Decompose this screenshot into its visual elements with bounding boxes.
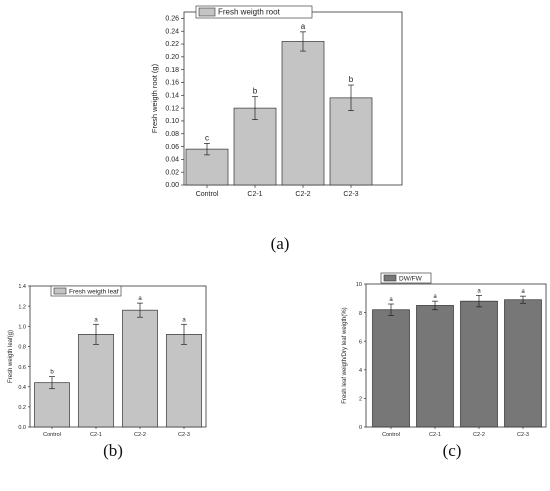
y-tick-label: 1.0 bbox=[18, 324, 26, 330]
chart-b-fresh-leaf: 0.0 0.2 0.4 0.6 0.8 1.0 1.2 1.4 Fresh weigth lea… bbox=[8, 284, 207, 438]
bar-c2-3 bbox=[329, 97, 373, 186]
significance-letter: a bbox=[94, 317, 98, 323]
bar-c2-1 bbox=[233, 107, 277, 186]
y-axis-label: Fresh weigth leaf(g) bbox=[8, 330, 14, 383]
y-tick-label: 0.4 bbox=[18, 385, 26, 391]
y-axis-label: Fresh leaf weigth/Dry leaf weigth(%) bbox=[342, 307, 348, 403]
y-tick-label: 0.24 bbox=[165, 28, 179, 35]
bar-c2-3 bbox=[504, 299, 542, 428]
x-tick-label: Control bbox=[43, 432, 61, 438]
y-tick-label: 0.02 bbox=[165, 169, 179, 176]
legend-box bbox=[50, 285, 122, 297]
significance-letter: a bbox=[182, 317, 186, 323]
x-tick-label: C2-2 bbox=[473, 432, 485, 438]
chart-a-fresh-root: 0.00 0.02 0.04 0.06 0.08 0.10 0.12 0.14 0.16 0.18… bbox=[150, 5, 403, 198]
x-tick-label: C2-2 bbox=[134, 432, 146, 438]
x-tick-label: C2-1 bbox=[90, 432, 102, 438]
x-tick-label: C2-1 bbox=[429, 432, 441, 438]
legend-swatch bbox=[383, 274, 397, 282]
legend-label: DW/FW bbox=[399, 276, 423, 283]
significance-letter: a bbox=[138, 296, 142, 302]
y-tick-label: 10 bbox=[356, 282, 362, 288]
legend-swatch bbox=[53, 287, 67, 295]
x-tick-label: C2-2 bbox=[295, 191, 310, 198]
bar-c2-1 bbox=[78, 333, 114, 428]
chart-c-dw-fw: 0 2 4 6 8 10 Fresh leaf weigth/Dry leaf weigth… bbox=[342, 272, 547, 438]
y-tick-label: 0.22 bbox=[165, 41, 179, 48]
legend-box bbox=[380, 272, 432, 284]
legend: Fresh weigth root bbox=[195, 5, 313, 19]
significance-letter: a bbox=[477, 288, 481, 294]
bar-control bbox=[34, 382, 70, 428]
y-tick-label: 0.00 bbox=[165, 182, 179, 189]
legend-label: Fresh weigth leaf bbox=[69, 289, 119, 296]
significance-letter: b bbox=[349, 75, 354, 84]
y-tick-label: 0.0 bbox=[18, 425, 26, 431]
bar-c2-1 bbox=[416, 305, 454, 428]
y-tick-label: 0.8 bbox=[18, 345, 26, 351]
y-tick-label: 0 bbox=[359, 425, 362, 431]
legend-label: Fresh weigth root bbox=[218, 8, 281, 17]
y-tick-label: 0.20 bbox=[165, 54, 179, 61]
significance-letter: b bbox=[253, 87, 258, 96]
y-tick-label: 1.4 bbox=[18, 284, 26, 290]
y-tick-label: 1.2 bbox=[18, 304, 26, 310]
significance-letter: a bbox=[521, 289, 525, 295]
panel-label-b: (b) bbox=[103, 441, 123, 460]
panel-label-c: (c) bbox=[443, 441, 462, 460]
x-tick-label: C2-3 bbox=[178, 432, 190, 438]
y-tick-label: 0.06 bbox=[165, 144, 179, 151]
y-tick-label: 2 bbox=[359, 397, 362, 403]
y-tick-label: 0.2 bbox=[18, 405, 26, 411]
bar-c2-2 bbox=[460, 300, 498, 428]
y-tick-label: 4 bbox=[359, 368, 362, 374]
significance-letter: a bbox=[433, 294, 437, 300]
significance-letter: c bbox=[205, 133, 209, 142]
y-tick-label: 0.14 bbox=[165, 92, 179, 99]
legend-box bbox=[195, 5, 313, 19]
bar-control bbox=[372, 309, 410, 428]
y-tick-label: 0.26 bbox=[165, 16, 179, 23]
y-tick-label: 0.16 bbox=[165, 80, 179, 87]
x-tick-label: C2-3 bbox=[517, 432, 529, 438]
bar-c2-2 bbox=[281, 41, 325, 186]
y-tick-label: 0.18 bbox=[165, 67, 179, 74]
bar-c2-3 bbox=[166, 333, 202, 428]
legend-swatch bbox=[198, 7, 216, 17]
plot-frame bbox=[365, 283, 547, 428]
legend: Fresh weigth leaf bbox=[50, 285, 122, 297]
bar-c2-2 bbox=[122, 309, 158, 428]
y-axis-label: Fresh weigth root (g) bbox=[150, 63, 159, 133]
significance-letter: a bbox=[301, 22, 306, 31]
x-tick-label: C2-3 bbox=[343, 191, 358, 198]
x-tick-label: C2-1 bbox=[247, 191, 262, 198]
y-tick-label: 0.10 bbox=[165, 118, 179, 125]
y-tick-label: 0.12 bbox=[165, 105, 179, 112]
y-tick-label: 6 bbox=[359, 339, 362, 345]
panel-label-a: (a) bbox=[271, 234, 290, 253]
significance-letter: a bbox=[389, 297, 393, 303]
y-tick-label: 8 bbox=[359, 311, 362, 317]
x-tick-label: Control bbox=[196, 191, 219, 198]
y-tick-label: 0.6 bbox=[18, 365, 26, 371]
significance-letter: b bbox=[50, 370, 54, 376]
y-tick-label: 0.04 bbox=[165, 157, 179, 164]
legend: DW/FW bbox=[380, 272, 432, 284]
y-tick-label: 0.08 bbox=[165, 131, 179, 138]
x-tick-label: Control bbox=[382, 432, 400, 438]
